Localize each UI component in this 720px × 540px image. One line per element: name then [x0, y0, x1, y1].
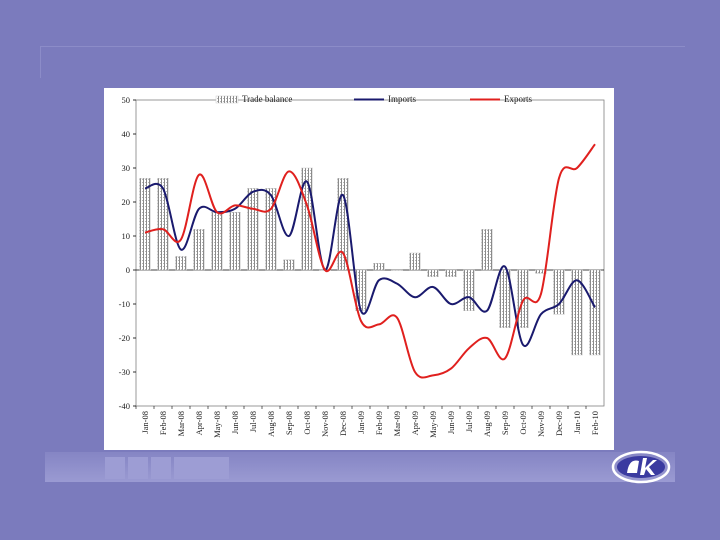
y-tick-label: 0: [126, 265, 130, 275]
trade-balance-bar: [211, 211, 223, 271]
series-lines: [144, 143, 596, 379]
legend-label: Trade balance: [242, 94, 292, 104]
slide-title-rule: [40, 46, 685, 47]
trade-balance-bars: [139, 167, 601, 356]
y-tick-label: 50: [122, 95, 131, 105]
x-tick-label: Dec-09: [554, 411, 564, 436]
x-tick-label: Apr-08: [194, 411, 204, 435]
y-tick-label: -40: [119, 401, 130, 411]
plot-border: [135, 99, 605, 407]
trade-balance-bar: [265, 188, 277, 271]
trade-balance-bar: [463, 269, 475, 311]
trade-balance-bar: [499, 269, 511, 328]
y-tick-label: 20: [122, 197, 131, 207]
x-tick-label: Jan-08: [140, 411, 150, 434]
trade-balance-bar: [157, 177, 169, 271]
slide-title-frame: [40, 46, 686, 78]
trade-balance-bar: [481, 228, 493, 271]
trade-balance-bar: [301, 167, 313, 271]
x-tick-label: Feb-08: [158, 411, 168, 435]
x-tick-label: Mar-09: [392, 411, 402, 436]
legend-label: Imports: [388, 94, 416, 104]
trade-balance-bar: [229, 211, 241, 271]
x-tick-label: Nov-08: [320, 411, 330, 437]
y-axis-ticks: 50 40 30 20 10 0 -10 -20 -30 -40: [119, 95, 136, 411]
x-tick-label: Jan-09: [356, 411, 366, 434]
trade-balance-bar: [373, 262, 385, 271]
x-tick-label: Jun-09: [446, 411, 456, 434]
trade-balance-bar: [589, 269, 601, 356]
trade-balance-bar: [427, 269, 439, 277]
legend-label: Exports: [504, 94, 532, 104]
footer-logo-blocks: [105, 457, 229, 479]
x-tick-label: Oct-08: [302, 411, 312, 435]
x-tick-label: Feb-09: [374, 411, 384, 435]
trade-balance-bar: [409, 252, 421, 271]
x-tick-label: May-09: [428, 411, 438, 438]
x-tick-label: Jan-10: [572, 411, 582, 434]
exports-line: [144, 143, 596, 379]
trade-balance-bar: [193, 228, 205, 271]
trade-balance-bar: [139, 177, 151, 271]
x-axis-ticks: Jan-08 Feb-08 Mar-08 Apr-08 May-08 Jun-08 Jul-…: [135, 406, 600, 438]
footer-band: [45, 452, 675, 482]
y-tick-label: 30: [122, 163, 131, 173]
imports-line: [144, 180, 596, 348]
x-tick-label: Mar-08: [176, 411, 186, 436]
y-tick-label: -10: [119, 299, 130, 309]
dk-logo-icon: [611, 450, 671, 484]
x-tick-label: Sep-08: [284, 411, 294, 435]
y-tick-label: 40: [122, 129, 131, 139]
trade-balance-bar: [391, 269, 403, 271]
trade-balance-bar: [175, 256, 187, 271]
trade-balance-bar: [571, 269, 583, 356]
x-tick-label: Jun-08: [230, 411, 240, 434]
x-tick-label: Sep-09: [500, 411, 510, 435]
x-tick-label: Jul-08: [248, 411, 258, 432]
x-tick-label: Apr-09: [410, 411, 420, 435]
y-tick-label: -20: [119, 333, 130, 343]
trade-balance-bar: [553, 269, 565, 315]
x-tick-label: May-08: [212, 411, 222, 438]
x-tick-label: Aug-08: [266, 411, 276, 437]
chart-panel: 50 40 30 20 10 0 -10 -20 -30 -40 Jan-08 Feb-08 Mar-…: [104, 88, 614, 450]
y-tick-label: -30: [119, 367, 130, 377]
x-tick-label: Oct-09: [518, 411, 528, 435]
x-tick-label: Dec-08: [338, 411, 348, 436]
trade-balance-bar: [283, 259, 295, 271]
y-tick-label: 10: [122, 231, 131, 241]
x-tick-label: Feb-10: [590, 411, 600, 435]
legend-swatch: [215, 95, 239, 104]
x-tick-label: Nov-09: [536, 411, 546, 437]
trade-balance-bar: [337, 177, 349, 271]
x-tick-label: Aug-09: [482, 411, 492, 437]
trade-balance-bar: [445, 269, 457, 277]
plot-frame: [135, 99, 605, 407]
trade-balance-bar: [535, 269, 547, 274]
x-tick-label: Jul-09: [464, 411, 474, 432]
trade-balance-bar: [247, 188, 259, 271]
trade-chart: 50 40 30 20 10 0 -10 -20 -30 -40 Jan-08 Feb-08 Mar-…: [119, 94, 605, 438]
legend: Trade balance Imports Exports: [215, 94, 532, 104]
